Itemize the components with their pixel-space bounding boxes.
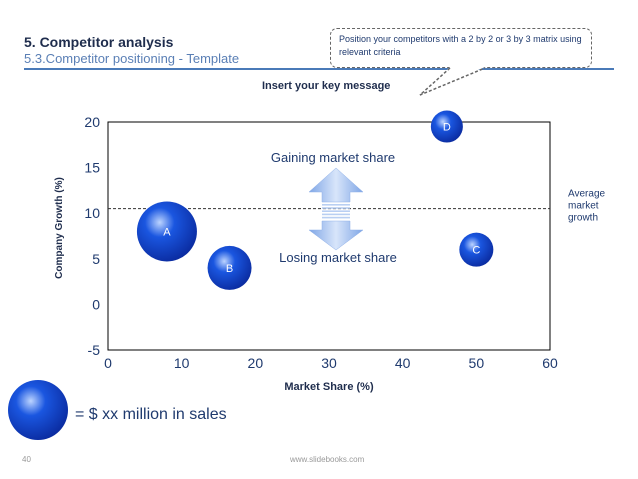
y-tick-label: 5 [92, 251, 100, 267]
y-tick-label: 15 [84, 160, 100, 176]
bubble-c [459, 232, 494, 267]
bubble-label: D [443, 122, 451, 134]
legend-text: = $ xx million in sales [75, 406, 227, 423]
x-tick-label: 30 [321, 355, 337, 371]
bubble-label: C [472, 245, 480, 257]
bubble-label: A [163, 226, 171, 238]
bubble-a [136, 201, 197, 262]
slide-title: 5. Competitor analysis [24, 34, 174, 50]
average-growth-label: Average market growth [568, 189, 606, 224]
y-tick-label: 0 [92, 296, 100, 312]
gaining-share-label: Gaining market share [271, 150, 395, 165]
y-tick-label: 20 [84, 114, 100, 130]
y-tick-label: -5 [88, 342, 101, 358]
down-arrow [308, 220, 364, 251]
y-tick-label: 10 [84, 205, 100, 221]
losing-share-label: Losing market share [279, 250, 397, 265]
x-axis-label: Market Share (%) [284, 381, 374, 393]
bubble-d [430, 110, 463, 143]
x-tick-label: 60 [542, 355, 558, 371]
arrow-stripe [322, 207, 350, 209]
x-tick-label: 50 [469, 355, 485, 371]
footer-website: www.slidebooks.com [290, 455, 365, 464]
x-tick-label: 40 [395, 355, 411, 371]
slide-subtitle: 5.3.Competitor positioning - Template [24, 51, 240, 66]
bubble-label: B [226, 263, 233, 275]
y-axis-label: Company Growth (%) [54, 177, 65, 279]
callout-text: Position your competitors with a 2 by 2 … [339, 34, 582, 57]
page-number: 40 [22, 455, 31, 464]
arrow-stripe [322, 213, 350, 216]
arrow-stripe [322, 210, 350, 212]
legend-bubble [8, 380, 68, 440]
x-tick-label: 0 [104, 355, 112, 371]
callout-box: Position your competitors with a 2 by 2 … [330, 28, 592, 68]
arrow-stripe [322, 204, 350, 206]
bubble-b [207, 245, 252, 290]
arrow-stripe [322, 216, 350, 219]
x-tick-label: 20 [248, 355, 264, 371]
key-message: Insert your key message [262, 80, 391, 92]
x-tick-label: 10 [174, 355, 190, 371]
up-arrow [308, 167, 364, 203]
plot-frame [107, 121, 551, 351]
header-divider [24, 68, 614, 70]
